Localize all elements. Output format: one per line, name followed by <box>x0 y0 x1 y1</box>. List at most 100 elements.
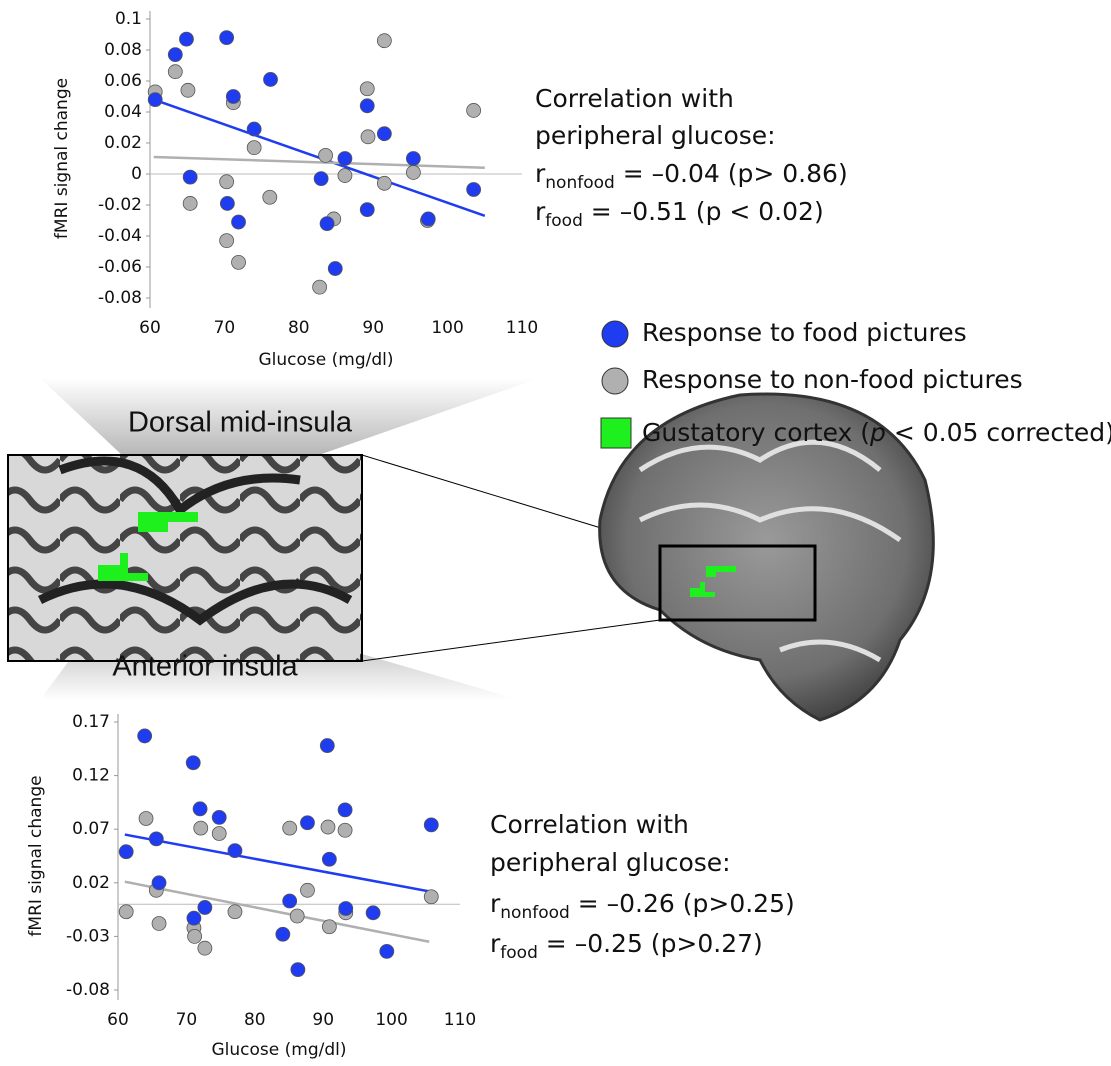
legend-marker <box>602 368 628 394</box>
y-tick-label: -0.08 <box>98 288 142 308</box>
data-point <box>220 234 234 248</box>
data-point <box>168 48 182 62</box>
y-axis-label: fMRI signal change <box>52 78 72 239</box>
legend-label: Gustatory cortex (p < 0.05 corrected) <box>642 418 1111 447</box>
data-point <box>366 906 380 920</box>
region-label: Anterior insula <box>112 651 298 683</box>
data-point <box>360 203 374 217</box>
data-point <box>467 103 481 117</box>
data-point <box>338 152 352 166</box>
data-point <box>220 31 234 45</box>
data-point <box>406 152 420 166</box>
data-point <box>361 130 375 144</box>
data-point <box>276 927 290 941</box>
data-point <box>338 823 352 837</box>
data-point <box>360 82 374 96</box>
correlation-stat: rnonfood = –0.04 (p> 0.86) <box>535 159 848 193</box>
data-point <box>300 816 314 830</box>
x-tick-label: 100 <box>431 318 463 338</box>
y-tick-label: 0.1 <box>115 9 142 29</box>
y-tick-label: -0.04 <box>98 226 142 246</box>
data-point <box>183 170 197 184</box>
data-point <box>424 818 438 832</box>
data-point <box>193 802 207 816</box>
data-point <box>181 83 195 97</box>
data-point <box>152 917 166 931</box>
chart: 0.10.080.060.040.020-0.02-0.04-0.06-0.08… <box>52 9 538 370</box>
data-point <box>283 821 297 835</box>
data-point <box>226 90 240 104</box>
data-point <box>377 127 391 141</box>
data-point <box>228 844 242 858</box>
x-tick-label: 60 <box>139 318 161 338</box>
data-point <box>264 72 278 86</box>
data-point <box>424 890 438 904</box>
data-point <box>183 196 197 210</box>
data-point <box>194 821 208 835</box>
y-tick-label: 0.12 <box>72 766 110 786</box>
data-point <box>179 32 193 46</box>
data-point <box>198 900 212 914</box>
x-tick-label: 90 <box>312 1010 334 1030</box>
data-point <box>198 941 212 955</box>
legend-label: Response to food pictures <box>642 318 967 347</box>
legend-text: Gustatory cortex ( <box>642 418 870 447</box>
data-point <box>322 852 336 866</box>
data-point <box>148 93 162 107</box>
data-point <box>338 169 352 183</box>
data-point <box>119 845 133 859</box>
x-tick-label: 80 <box>244 1010 266 1030</box>
x-tick-label: 110 <box>506 318 538 338</box>
data-point <box>339 902 353 916</box>
data-point <box>377 34 391 48</box>
data-point <box>152 876 166 890</box>
data-point <box>119 905 133 919</box>
data-point <box>319 148 333 162</box>
x-tick-label: 80 <box>288 318 310 338</box>
stat-subscript: food <box>500 943 538 963</box>
y-tick-label: -0.02 <box>98 195 142 215</box>
data-point <box>338 803 352 817</box>
data-point <box>247 122 261 136</box>
y-tick-label: -0.08 <box>66 980 110 1000</box>
x-axis-label: Glucose (mg/dl) <box>259 350 394 370</box>
y-tick-label: 0.02 <box>72 873 110 893</box>
data-point <box>290 909 304 923</box>
data-point <box>232 255 246 269</box>
data-point <box>328 262 342 276</box>
data-point <box>377 176 391 190</box>
data-point <box>421 212 435 226</box>
data-point <box>291 963 305 977</box>
stat-value: = –0.25 (p>0.27) <box>538 929 763 958</box>
data-point <box>212 826 226 840</box>
region-label: Dorsal mid-insula <box>128 407 353 439</box>
data-point <box>232 215 246 229</box>
legend-text: p <box>869 418 886 447</box>
data-point <box>168 65 182 79</box>
data-point <box>321 820 335 834</box>
data-point <box>380 944 394 958</box>
x-tick-label: 110 <box>444 1010 476 1030</box>
x-tick-label: 60 <box>107 1010 129 1030</box>
data-point <box>228 905 242 919</box>
y-tick-label: 0.07 <box>72 819 110 839</box>
correlation-heading: Correlation with <box>535 84 734 113</box>
stat-subscript: food <box>545 211 583 231</box>
data-point <box>220 196 234 210</box>
correlation-stat: rfood = –0.25 (p>0.27) <box>490 929 763 963</box>
correlation-heading: peripheral glucose: <box>490 848 731 877</box>
legend-marker <box>601 418 631 448</box>
x-tick-label: 90 <box>362 318 384 338</box>
stat-value: = –0.51 (p < 0.02) <box>583 197 824 226</box>
stat-subscript: nonfood <box>545 173 615 193</box>
y-tick-label: 0.02 <box>104 133 142 153</box>
data-point <box>360 99 374 113</box>
data-point <box>314 172 328 186</box>
stat-value: = –0.04 (p> 0.86) <box>615 159 848 188</box>
x-tick-label: 70 <box>176 1010 198 1030</box>
data-point <box>320 217 334 231</box>
data-point <box>188 929 202 943</box>
figure: Dorsal mid-insula Anterior insula Respon… <box>0 0 1111 1066</box>
y-axis-label: fMRI signal change <box>26 775 46 936</box>
